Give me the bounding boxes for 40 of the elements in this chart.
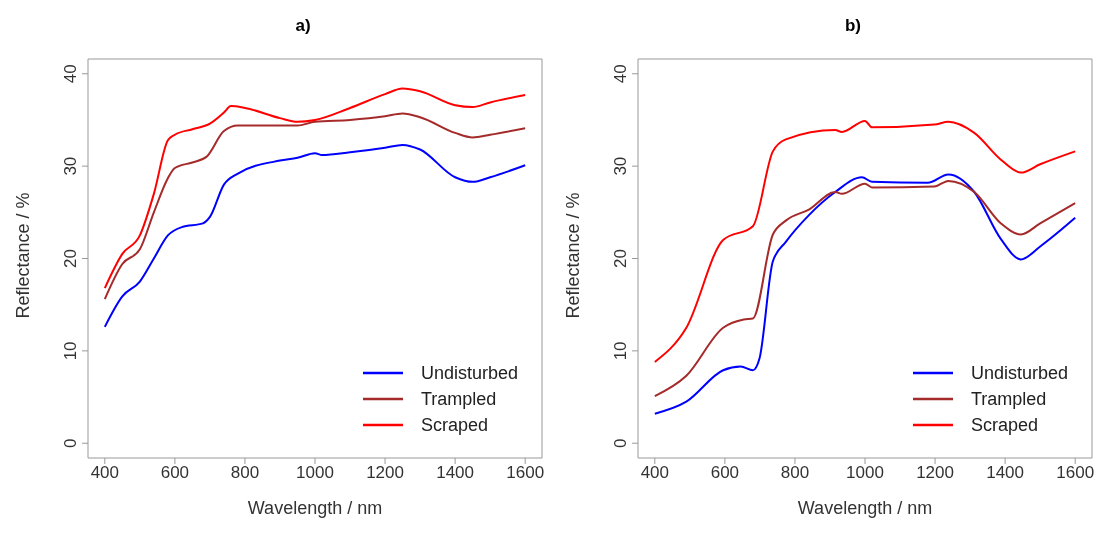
x-tick-label: 600 [160,463,190,483]
x-tick-label: 400 [640,463,669,483]
legend-label: Undisturbed [420,362,518,384]
y-tick-label: 20 [611,249,630,268]
chart-title: b) [843,16,862,36]
x-axis-title: Wavelength / nm [797,498,933,518]
y-axis-title: Reflectance / % [13,192,34,319]
y-tick-label: 30 [611,156,630,176]
legend-label: Scraped [970,414,1038,436]
x-tick-label: 1000 [296,463,334,483]
line-series [103,143,527,328]
x-tick-label: 600 [710,463,740,483]
y-tick-label: 0 [61,438,80,448]
y-axis-title: Reflectance / % [563,192,584,319]
x-tick-label: 1200 [366,463,404,483]
y-tick-label: 30 [61,156,80,176]
y-tick-label: 20 [61,249,80,268]
x-tick-label: 1200 [916,463,954,483]
x-tick-label: 1400 [436,463,475,483]
legend-label: Trampled [970,388,1047,410]
y-tick-label: 0 [611,438,630,448]
y-tick-label: 10 [61,341,80,361]
legend-label: Scraped [420,414,488,436]
legend-label: Trampled [420,388,497,410]
legend-label: Undisturbed [970,362,1068,384]
x-tick-label: 1600 [506,463,545,483]
x-tick-label: 1000 [846,463,884,483]
x-tick-label: 1400 [986,463,1025,483]
y-tick-label: 40 [61,64,80,84]
x-tick-label: 800 [230,463,260,483]
line-series [653,119,1077,363]
y-tick-label: 10 [611,341,630,361]
x-axis-title: Wavelength / nm [247,498,383,518]
line-series [103,87,527,290]
x-tick-label: 400 [90,463,119,483]
y-tick-label: 40 [611,64,630,84]
x-tick-label: 1600 [1056,463,1095,483]
chart-title: a) [294,16,312,36]
x-tick-label: 800 [780,463,810,483]
line-series [103,112,527,301]
